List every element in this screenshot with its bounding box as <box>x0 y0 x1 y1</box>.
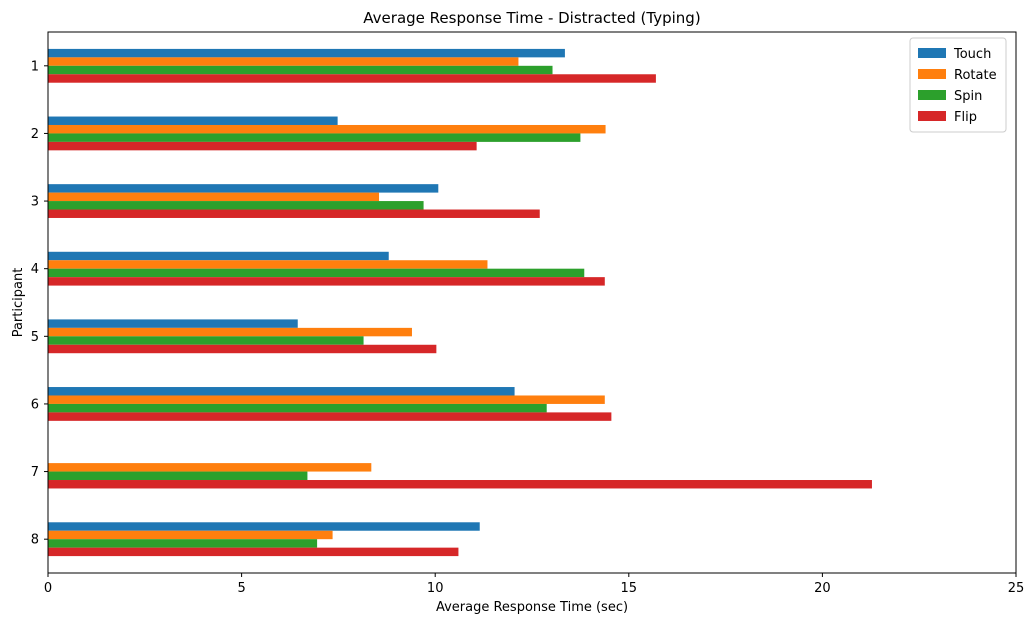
bar-touch-participant-8 <box>48 522 480 531</box>
legend-label-rotate: Rotate <box>954 68 997 83</box>
x-tick-label: 25 <box>1008 581 1025 596</box>
x-tick-label: 10 <box>427 581 444 596</box>
y-tick-label: 7 <box>31 465 39 480</box>
y-tick-label: 5 <box>31 330 39 345</box>
bar-spin-participant-5 <box>48 336 364 345</box>
bar-spin-participant-2 <box>48 133 581 142</box>
y-tick-label: 4 <box>31 262 39 277</box>
bar-spin-participant-6 <box>48 403 547 413</box>
y-tick-label: 2 <box>31 127 39 142</box>
bar-spin-participant-4 <box>48 268 585 278</box>
x-tick-label: 0 <box>44 581 52 596</box>
x-tick-label: 20 <box>814 581 831 596</box>
bar-spin-participant-1 <box>48 65 553 75</box>
bar-touch-participant-4 <box>48 251 389 261</box>
bar-rotate-participant-5 <box>48 327 412 337</box>
chart-title: Average Response Time - Distracted (Typi… <box>363 9 700 27</box>
y-axis-ticks: 1 2 3 4 5 6 7 8 <box>31 59 48 548</box>
bar-flip-participant-5 <box>48 344 437 354</box>
y-tick-label: 6 <box>31 397 39 412</box>
bar-flip-participant-8 <box>48 547 459 557</box>
x-tick-label: 15 <box>621 581 638 596</box>
y-tick-label: 1 <box>31 59 39 74</box>
x-axis-label: Average Response Time (sec) <box>436 600 628 615</box>
bar-touch-participant-5 <box>48 319 298 328</box>
bar-touch-participant-2 <box>48 116 338 125</box>
plot-frame <box>47 31 1017 574</box>
legend-label-spin: Spin <box>954 89 982 104</box>
bar-flip-participant-2 <box>48 141 477 151</box>
x-axis-ticks: 0 5 10 15 20 25 <box>44 573 1024 596</box>
y-tick-label: 8 <box>31 533 39 548</box>
bar-rotate-participant-1 <box>48 57 519 66</box>
bar-rotate-participant-6 <box>48 395 605 404</box>
bar-touch-participant-3 <box>48 184 439 193</box>
bar-touch-participant-6 <box>48 387 515 396</box>
bar-rotate-participant-2 <box>48 124 606 134</box>
legend: Touch Rotate Spin Flip <box>909 37 1007 133</box>
bar-spin-participant-3 <box>48 201 424 210</box>
bar-rotate-participant-4 <box>48 260 488 269</box>
bar-touch-participant-1 <box>48 48 565 58</box>
legend-label-touch: Touch <box>953 47 991 62</box>
bar-flip-participant-3 <box>48 209 540 218</box>
bar-flip-participant-4 <box>48 277 605 286</box>
bar-spin-participant-7 <box>48 471 308 481</box>
bar-rotate-participant-8 <box>48 530 333 540</box>
y-tick-label: 3 <box>31 195 39 210</box>
legend-swatch-flip <box>918 111 946 121</box>
legend-swatch-rotate <box>918 69 946 79</box>
y-axis-label: Participant <box>11 268 26 338</box>
bar-spin-participant-8 <box>48 539 318 548</box>
bars-group <box>48 48 872 557</box>
bar-flip-participant-7 <box>48 480 872 489</box>
bar-flip-participant-1 <box>48 74 656 83</box>
legend-box <box>909 37 1007 133</box>
legend-swatch-touch <box>918 48 946 58</box>
bar-flip-participant-6 <box>48 412 612 421</box>
x-tick-label: 5 <box>237 581 245 596</box>
bar-rotate-participant-3 <box>48 192 380 202</box>
legend-swatch-spin <box>918 90 946 100</box>
legend-label-flip: Flip <box>954 110 977 125</box>
bar-rotate-participant-7 <box>48 463 372 472</box>
